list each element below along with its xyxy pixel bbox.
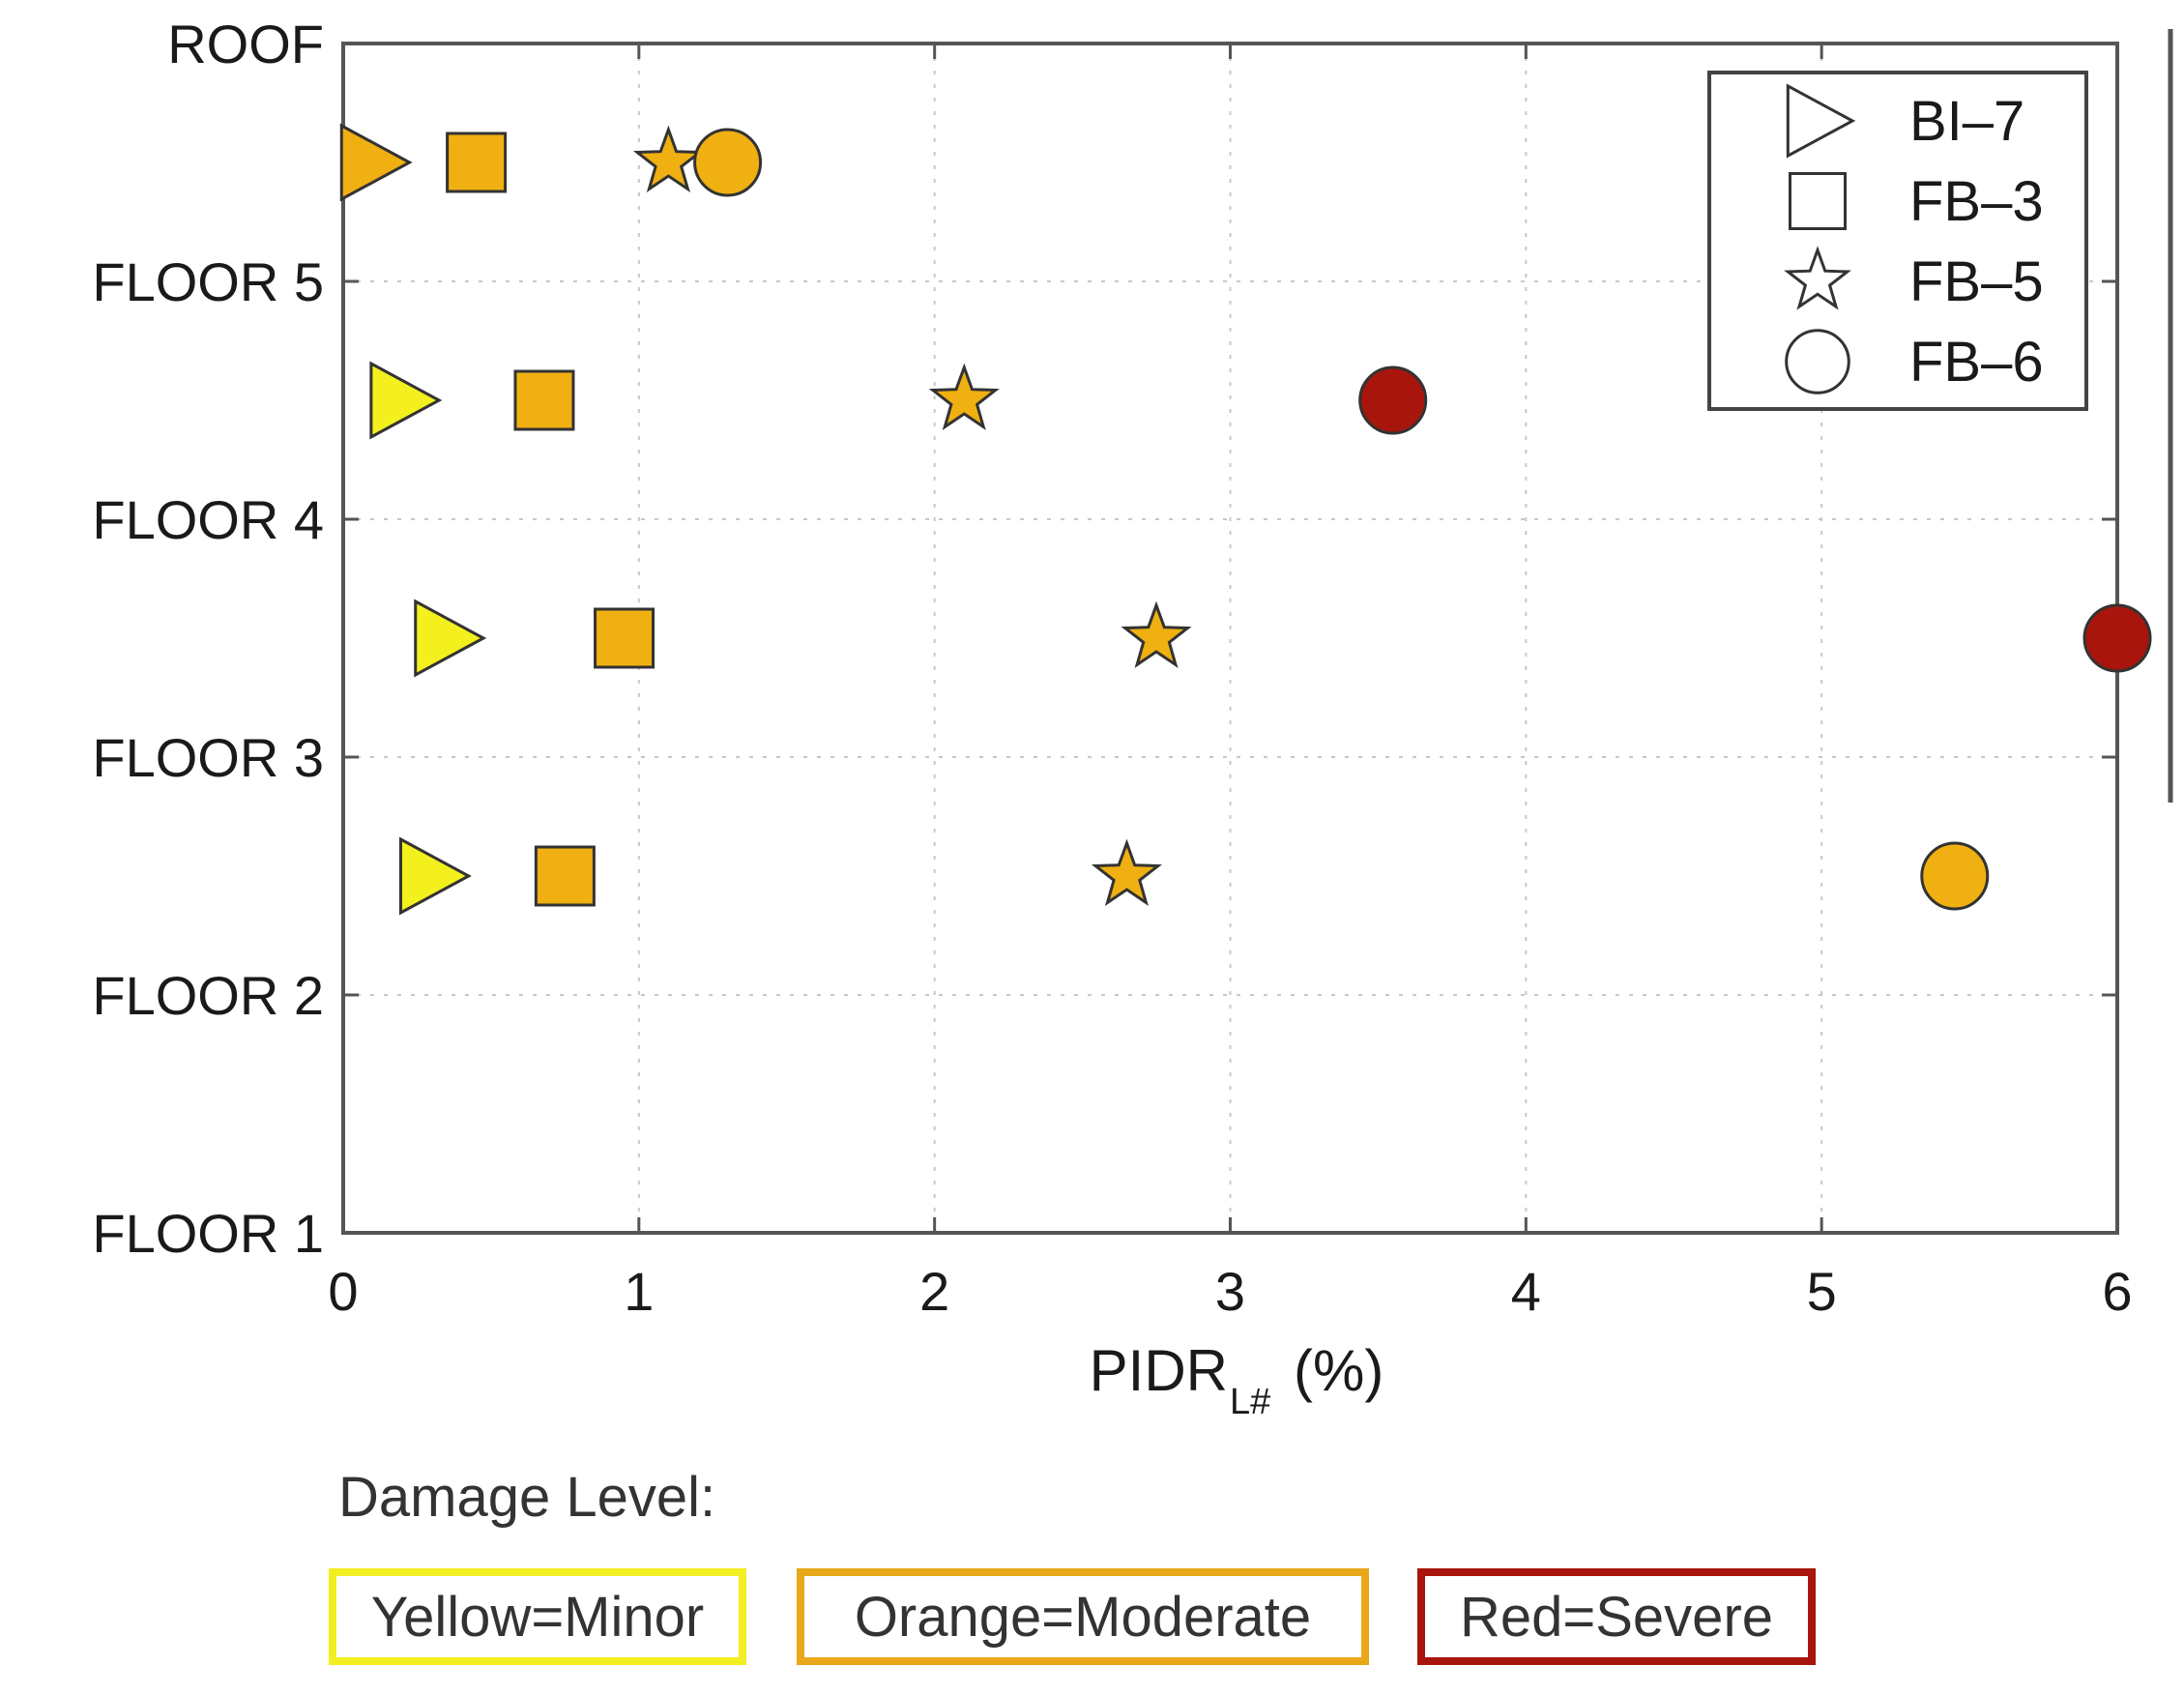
legend-label: FB–6 [1909, 331, 2044, 394]
marker-fb-3 [446, 132, 508, 193]
marker-fb-6 [693, 128, 763, 197]
legend-marker-star [1784, 246, 1851, 310]
x-axis-title: PIDR [1090, 1338, 1228, 1403]
floor-label: FLOOR 3 [92, 727, 324, 788]
marker-bi-7 [398, 836, 472, 916]
floor-label: FLOOR 2 [92, 965, 324, 1026]
x-tick-label: 5 [1807, 1261, 1837, 1322]
legend-label: FB–3 [1909, 170, 2044, 233]
x-tick-labels: 0 1 2 3 4 5 6 [328, 1261, 2132, 1322]
damage-severe-box: Red=Severe [1417, 1568, 1816, 1665]
legend-box [1707, 71, 2088, 411]
x-tick-label: 3 [1215, 1261, 1245, 1322]
x-tick-label: 0 [328, 1261, 358, 1322]
floor-label: FLOOR 4 [92, 489, 324, 550]
marker-fb-5 [928, 363, 1000, 431]
legend-label: BI–7 [1909, 90, 2024, 153]
damage-level-title: Damage Level: [338, 1466, 716, 1529]
marker-fb-5 [1091, 838, 1162, 907]
series-legend: BI–7 FB–3 FB–5 FB–6 [1707, 71, 2088, 411]
floor-label: FLOOR 1 [92, 1203, 324, 1264]
floor-label: ROOF [167, 14, 324, 74]
marker-bi-7 [339, 123, 413, 202]
legend-label: FB–5 [1909, 250, 2044, 313]
marker-bi-7 [414, 599, 487, 678]
x-tick-label: 2 [919, 1261, 949, 1322]
marker-fb-5 [632, 125, 705, 193]
x-tick-label: 6 [2102, 1261, 2132, 1322]
marker-fb-6 [1920, 841, 1990, 911]
x-axis-title-subscript: L# [1230, 1382, 1270, 1422]
x-axis-title-unit: (%) [1294, 1338, 1383, 1403]
marker-bi-7 [369, 361, 443, 440]
data-markers [339, 123, 2152, 916]
legend-marker-square [1789, 172, 1847, 230]
marker-fb-6 [2082, 603, 2152, 673]
legend-marker-circle [1785, 329, 1850, 395]
damage-moderate-box: Orange=Moderate [797, 1568, 1369, 1665]
marker-fb-3 [594, 607, 655, 669]
x-tick-label: 4 [1511, 1261, 1541, 1322]
marker-fb-5 [1121, 600, 1192, 669]
damage-minor-box: Yellow=Minor [329, 1568, 746, 1665]
marker-fb-6 [1358, 365, 1428, 435]
legend-marker-triangle-right [1786, 83, 1856, 159]
y-tick-labels: FLOOR 1 FLOOR 2 FLOOR 3 FLOOR 4 FLOOR 5 ROOF [92, 14, 324, 1264]
floor-label: FLOOR 5 [92, 251, 324, 312]
marker-fb-3 [513, 369, 575, 431]
x-tick-label: 1 [624, 1261, 654, 1322]
axis-ticks [341, 42, 2119, 1235]
marker-fb-3 [534, 845, 596, 907]
